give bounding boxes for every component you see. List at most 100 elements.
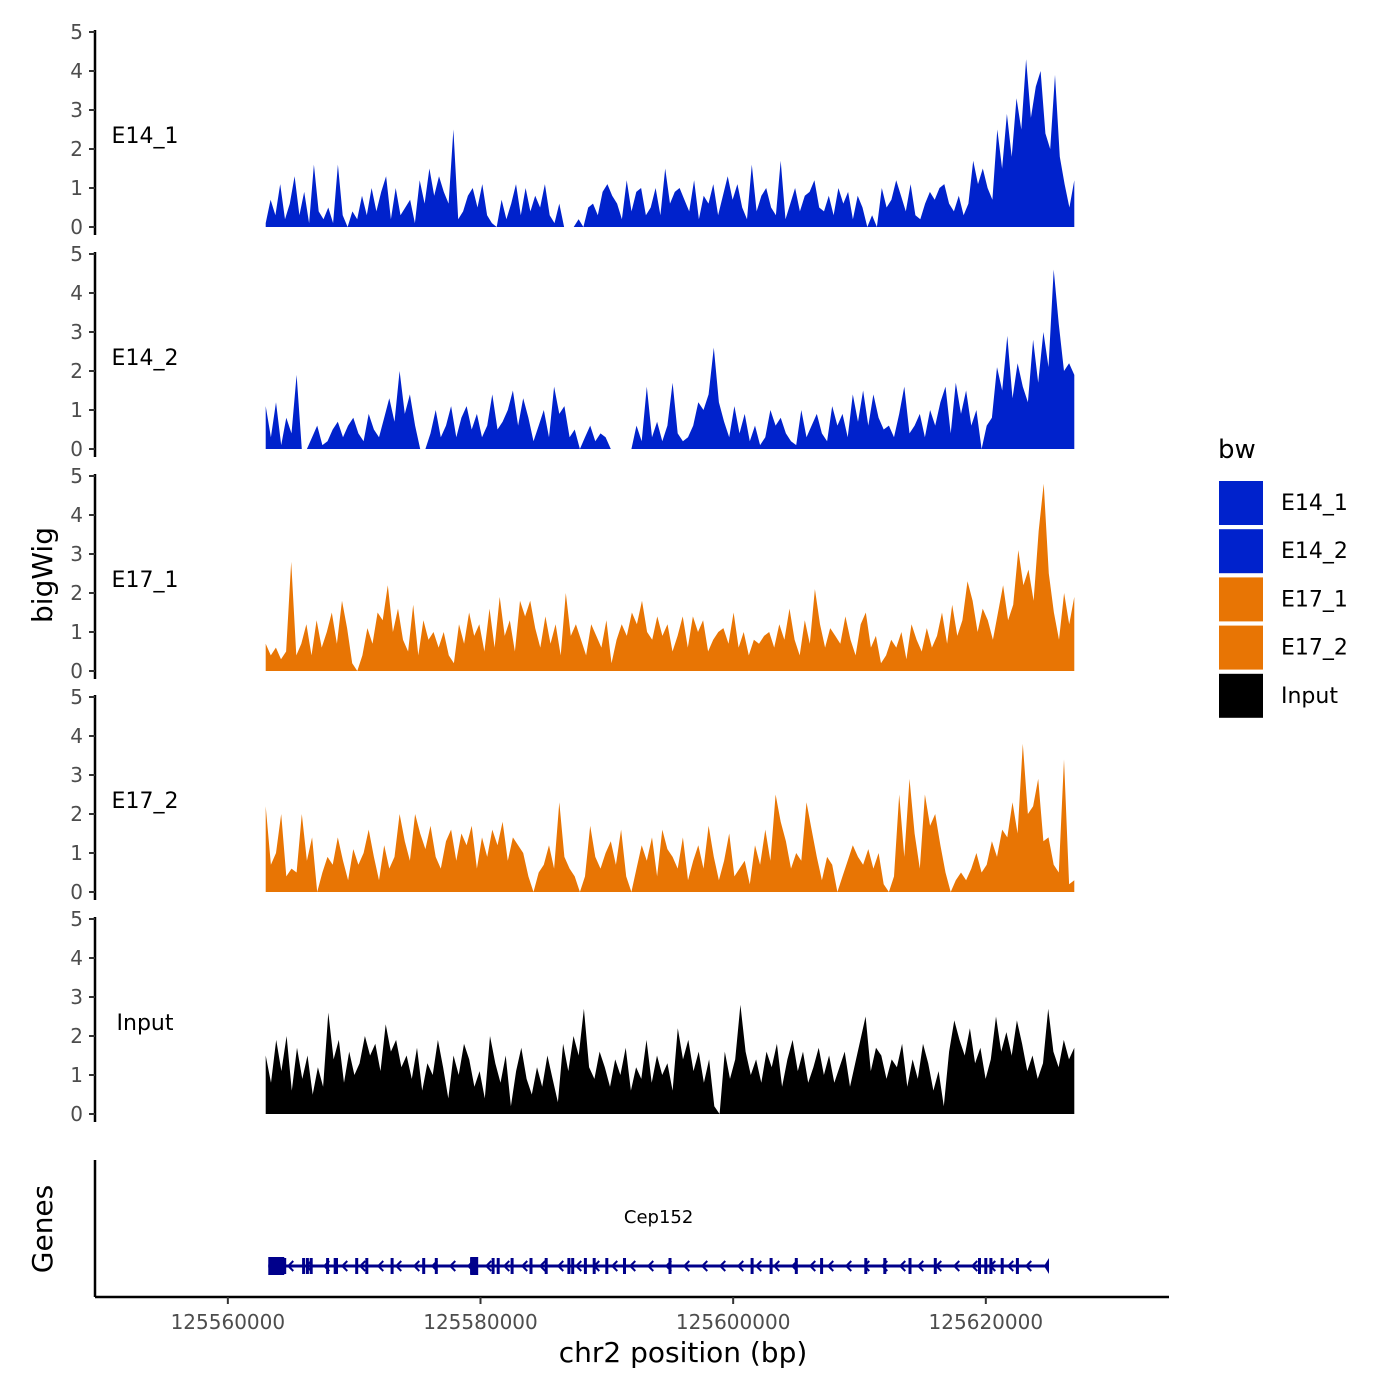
exon — [668, 1258, 672, 1274]
exon — [908, 1258, 912, 1274]
track-label: Input — [117, 1011, 174, 1036]
legend-swatch-E17_2 — [1219, 625, 1263, 670]
legend-swatch-E14_1 — [1219, 481, 1263, 525]
y-tick-label: 4 — [70, 281, 83, 305]
y-tick-label: 2 — [70, 359, 83, 383]
y-tick-label: 0 — [70, 215, 83, 239]
legend-swatch-E17_1 — [1219, 577, 1263, 622]
strand-arrow — [754, 1260, 762, 1272]
strand-arrow — [808, 1260, 816, 1272]
strand-arrow — [646, 1260, 654, 1272]
y-tick-label: 5 — [70, 20, 83, 44]
legend-title: bw — [1218, 435, 1256, 465]
strand-arrow — [394, 1260, 402, 1272]
y-tick-label: 2 — [70, 581, 83, 605]
exon — [794, 1258, 798, 1274]
gene-name-label: Cep152 — [624, 1207, 693, 1228]
strand-arrow — [484, 1260, 492, 1272]
exon — [605, 1258, 609, 1274]
genes-label: Genes — [26, 1185, 59, 1273]
strand-arrow — [718, 1260, 726, 1272]
exon — [496, 1258, 500, 1274]
x-tick-label: 125620000 — [929, 1310, 1044, 1334]
exon — [571, 1258, 575, 1274]
exon — [750, 1258, 754, 1274]
y-tick-label: 1 — [70, 1063, 83, 1087]
y-tick-label: 5 — [70, 907, 83, 931]
y-axis-label: bigWig — [26, 527, 59, 623]
y-tick-label: 0 — [70, 437, 83, 461]
area-E17_1 — [265, 483, 1075, 671]
area-E17_2 — [265, 743, 1075, 892]
strand-arrow — [574, 1260, 582, 1272]
strand-arrow — [844, 1260, 852, 1272]
exon — [365, 1258, 369, 1274]
exon — [470, 1257, 479, 1275]
y-tick-label: 1 — [70, 841, 83, 865]
exon — [864, 1258, 868, 1274]
legend-label: E14_2 — [1281, 539, 1348, 564]
y-tick-label: 5 — [70, 242, 83, 266]
exon — [984, 1258, 988, 1274]
exon — [434, 1258, 438, 1274]
y-tick-label: 0 — [70, 880, 83, 904]
y-tick-label: 4 — [70, 724, 83, 748]
exon — [567, 1258, 571, 1274]
strand-arrow — [898, 1260, 906, 1272]
exon — [583, 1258, 587, 1274]
area-Input — [265, 1004, 1075, 1114]
strand-arrow — [1006, 1260, 1014, 1272]
track-E14_1: 0 1 2 3 4 5 E14_1 — [70, 20, 1075, 239]
exon — [1000, 1258, 1004, 1274]
exon — [309, 1258, 313, 1274]
y-tick-label: 4 — [70, 946, 83, 970]
y-tick-label: 3 — [70, 320, 83, 344]
y-tick-label: 2 — [70, 802, 83, 826]
strand-arrow — [970, 1260, 978, 1272]
exon — [529, 1258, 533, 1274]
exon — [933, 1258, 937, 1274]
exon — [326, 1258, 330, 1274]
strand-arrow — [520, 1260, 528, 1272]
y-tick-label: 3 — [70, 542, 83, 566]
exon — [422, 1258, 426, 1274]
y-tick-label: 3 — [70, 763, 83, 787]
strand-arrow — [556, 1260, 564, 1272]
exon — [390, 1258, 394, 1274]
strand-arrow — [700, 1260, 708, 1272]
exon — [883, 1258, 887, 1274]
exon — [820, 1258, 824, 1274]
legend-label: E17_1 — [1281, 587, 1348, 612]
track-E17_1: 0 1 2 3 4 5 E17_1 — [70, 464, 1075, 683]
y-tick-label: 3 — [70, 985, 83, 1009]
strand-arrow — [358, 1260, 366, 1272]
strand-arrow — [448, 1260, 456, 1272]
strand-arrow — [862, 1260, 870, 1272]
strand-arrow — [826, 1260, 834, 1272]
x-axis: 125560000 125580000 125600000 125620000 — [95, 1295, 1169, 1334]
strand-arrow — [340, 1260, 348, 1272]
track-label: E17_2 — [112, 789, 179, 814]
exon — [510, 1258, 514, 1274]
legend-label: E17_2 — [1281, 636, 1348, 661]
exon — [544, 1258, 548, 1274]
gene-end-marker — [1043, 1258, 1049, 1274]
x-tick-label: 125560000 — [171, 1310, 286, 1334]
exon — [268, 1257, 285, 1275]
y-tick-label: 4 — [70, 503, 83, 527]
legend-swatch-Input — [1219, 673, 1263, 718]
exon — [283, 1258, 287, 1274]
strand-arrow — [538, 1260, 546, 1272]
y-tick-label: 2 — [70, 1024, 83, 1048]
exon — [978, 1258, 981, 1274]
exon — [592, 1258, 596, 1274]
strand-arrow — [502, 1260, 510, 1272]
strand-arrow — [610, 1260, 618, 1272]
strand-arrow — [772, 1260, 780, 1272]
y-tick-label: 5 — [70, 464, 83, 488]
area-E14_1 — [265, 59, 1075, 227]
y-tick-label: 1 — [70, 398, 83, 422]
exon — [302, 1258, 306, 1274]
legend: bw E14_1 E14_2 E17_1 E17_2 Input — [1218, 435, 1348, 718]
